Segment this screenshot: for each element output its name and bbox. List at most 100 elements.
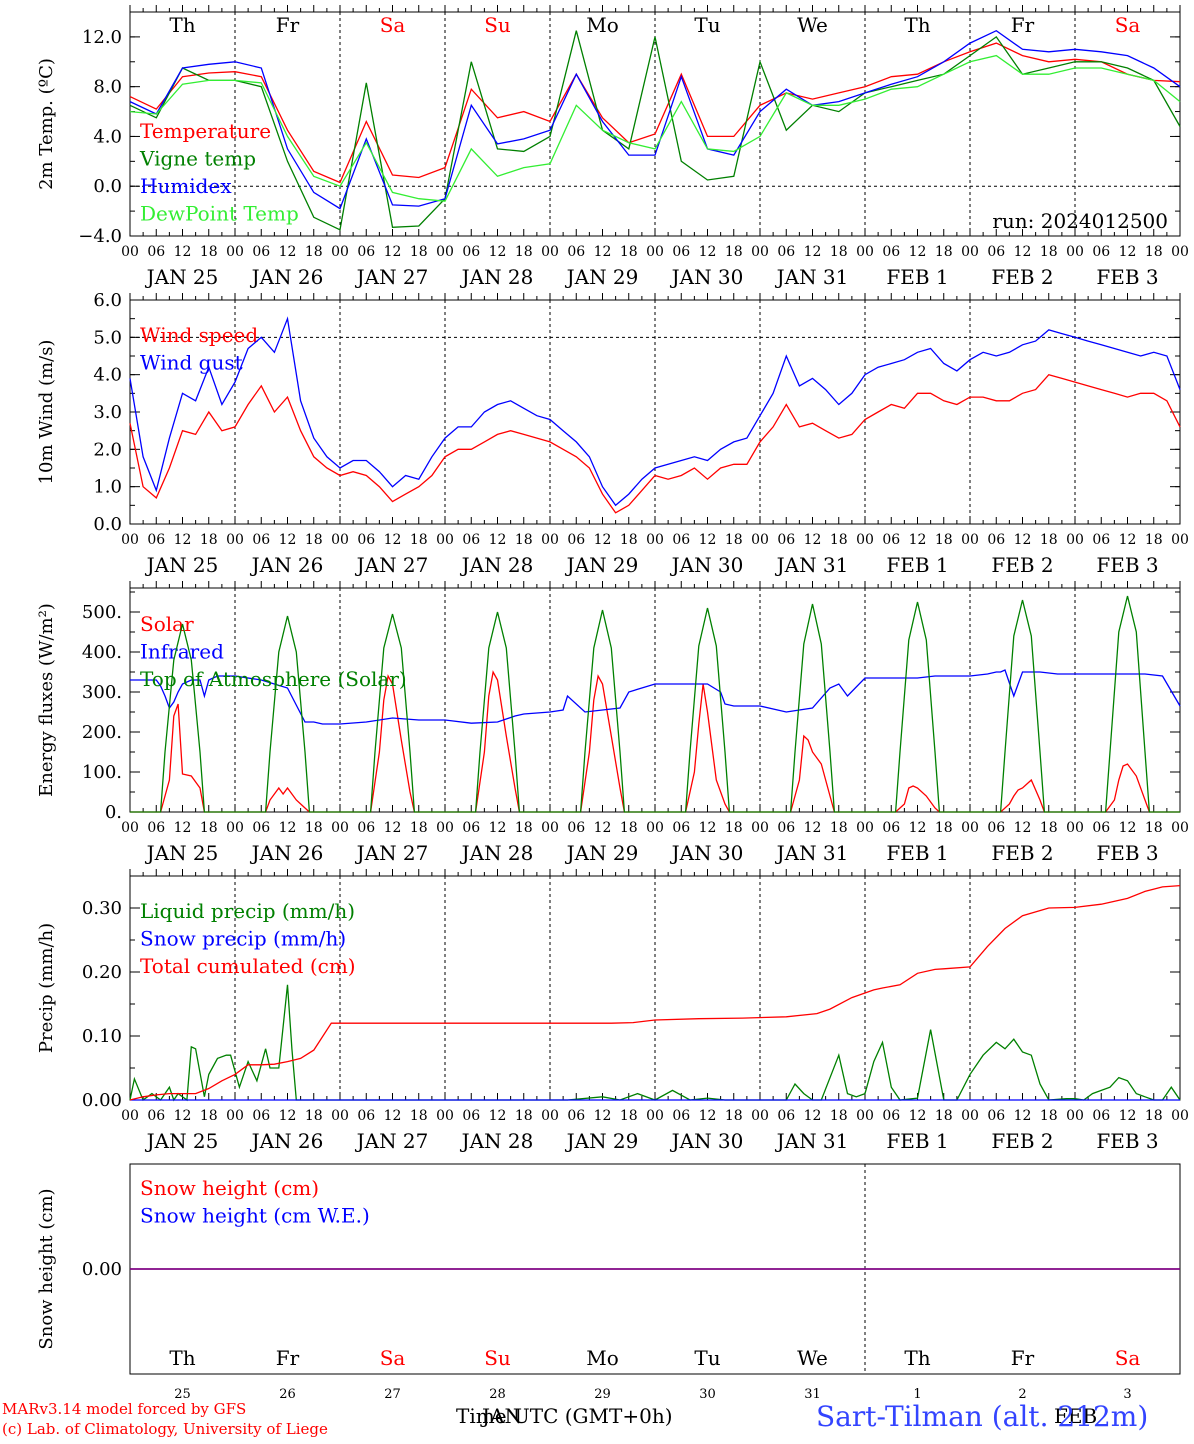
hour-label: 12 — [174, 1108, 192, 1124]
hour-label: 12 — [594, 244, 612, 260]
hour-label: 06 — [567, 1108, 585, 1124]
hour-label: 00 — [226, 1108, 244, 1124]
hour-label: 18 — [830, 244, 848, 260]
hour-label: 12 — [1119, 532, 1137, 548]
date-label: JAN 28 — [460, 265, 534, 289]
legend-entry: Wind speed — [140, 323, 258, 347]
hour-label: 06 — [1092, 820, 1110, 836]
x-axis-month-feb: FEB — [1054, 1404, 1098, 1428]
date-label: FEB 2 — [991, 265, 1053, 289]
hour-label: 12 — [909, 244, 927, 260]
hour-label: 06 — [357, 532, 375, 548]
weekday-label: Mo — [586, 13, 619, 37]
y-tick-label: 2.0 — [93, 439, 122, 460]
hour-label: 00 — [961, 532, 979, 548]
hour-label: 18 — [200, 820, 218, 836]
y-tick-label: 12.0 — [82, 27, 122, 48]
date-label: FEB 3 — [1096, 553, 1158, 577]
y-axis-label: Snow height (cm) — [36, 1188, 57, 1349]
hour-label: 00 — [541, 532, 559, 548]
weekday-label: Th — [169, 13, 195, 37]
date-label: JAN 26 — [250, 841, 324, 865]
legend-entry: Snow precip (mm/h) — [140, 927, 346, 951]
date-label: JAN 29 — [565, 841, 639, 865]
hour-label: 06 — [567, 244, 585, 260]
hour-label: 18 — [935, 244, 953, 260]
x-axis-title: Time UTC (GMT+0h) — [456, 1404, 673, 1428]
y-tick-label: 100. — [82, 762, 122, 783]
date-label: JAN 25 — [145, 1129, 219, 1153]
y-tick-label: 0.0 — [93, 514, 122, 535]
hour-label: 06 — [252, 1108, 270, 1124]
date-label: JAN 29 — [565, 1129, 639, 1153]
hour-label: 00 — [751, 244, 769, 260]
legend-entry: Top of Atmosphere (Solar) — [140, 667, 407, 691]
hour-label: 00 — [121, 244, 139, 260]
hour-label: 12 — [1119, 820, 1137, 836]
hour-label: 12 — [909, 820, 927, 836]
date-label: JAN 31 — [775, 553, 849, 577]
hour-label: 18 — [410, 1108, 428, 1124]
hour-label: 06 — [147, 820, 165, 836]
date-label: JAN 31 — [775, 265, 849, 289]
hour-label: 18 — [620, 820, 638, 836]
weekday-label: Mo — [586, 1346, 619, 1370]
hour-label: 00 — [856, 1108, 874, 1124]
hour-label: 12 — [594, 532, 612, 548]
hour-label: 12 — [594, 820, 612, 836]
hour-label: 18 — [830, 532, 848, 548]
weekday-label: Su — [484, 1346, 511, 1370]
weekday-label: Sa — [1115, 1346, 1141, 1370]
hour-label: 00 — [331, 1108, 349, 1124]
hour-label: 18 — [935, 532, 953, 548]
date-label: FEB 2 — [991, 1129, 1053, 1153]
legend-entry: Liquid precip (mm/h) — [140, 899, 355, 923]
hour-label: 12 — [174, 244, 192, 260]
hour-label: 06 — [567, 532, 585, 548]
weekday-label: Th — [904, 13, 930, 37]
hour-label: 00 — [226, 244, 244, 260]
legend-entry: Humidex — [140, 174, 232, 198]
hour-label: 18 — [1145, 820, 1163, 836]
day-number: 29 — [594, 1387, 611, 1402]
date-label: JAN 29 — [565, 553, 639, 577]
hour-label: 00 — [856, 244, 874, 260]
hour-label: 06 — [882, 820, 900, 836]
weekday-label: Sa — [1115, 13, 1141, 37]
y-tick-label: 200. — [82, 722, 122, 743]
series-line-vigne-temp — [129, 30, 1181, 231]
hour-label: 00 — [751, 1108, 769, 1124]
hour-label: 12 — [1014, 820, 1032, 836]
hour-label: 06 — [882, 1108, 900, 1124]
hour-label: 12 — [804, 532, 822, 548]
date-label: FEB 2 — [991, 841, 1053, 865]
hour-label: 12 — [279, 532, 297, 548]
hour-label: 06 — [777, 1108, 795, 1124]
hour-label: 18 — [1040, 244, 1058, 260]
date-label: FEB 3 — [1096, 265, 1158, 289]
hour-label: 06 — [462, 1108, 480, 1124]
hour-label: 12 — [909, 532, 927, 548]
hour-label: 18 — [515, 244, 533, 260]
hour-label: 00 — [121, 532, 139, 548]
day-number: 30 — [699, 1387, 716, 1402]
weekday-label: Th — [904, 1346, 930, 1370]
day-number: 26 — [279, 1387, 296, 1402]
run-annotation: run: 2024012500 — [992, 209, 1168, 233]
hour-label: 12 — [174, 532, 192, 548]
series-line-top-of-atmosphere-solar — [130, 595, 1180, 813]
y-tick-label: 400. — [82, 642, 122, 663]
hour-label: 18 — [725, 244, 743, 260]
hour-label: 00 — [1066, 820, 1084, 836]
hour-label: 06 — [882, 244, 900, 260]
hour-label: 06 — [987, 532, 1005, 548]
hour-label: 00 — [646, 532, 664, 548]
legend-entry: Temperature — [140, 119, 271, 143]
hour-label: 00 — [1171, 244, 1189, 260]
hour-label: 12 — [804, 820, 822, 836]
hour-label: 00 — [1171, 532, 1189, 548]
hour-label: 06 — [987, 244, 1005, 260]
date-label: JAN 27 — [355, 265, 429, 289]
date-label: JAN 28 — [460, 1129, 534, 1153]
